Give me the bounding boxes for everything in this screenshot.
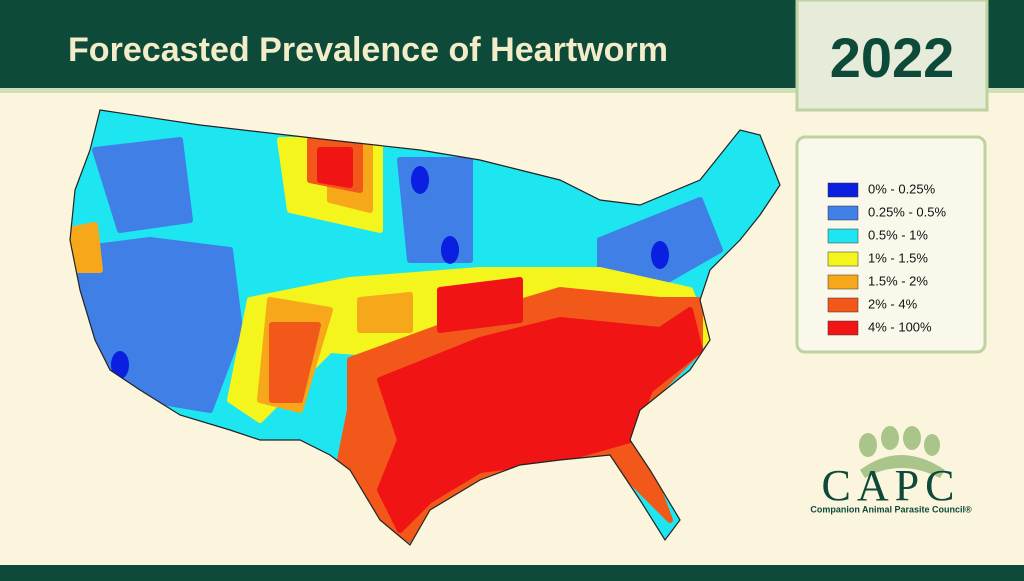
footer-band (0, 565, 1024, 581)
legend-swatch (827, 297, 859, 313)
legend-swatch (827, 228, 859, 244)
legend: 0% - 0.25% 0.25% - 0.5% 0.5% - 1% 1% - 1.5%… (827, 181, 946, 336)
logo-name: CAPC (822, 461, 961, 510)
region (411, 166, 429, 194)
region (269, 322, 321, 403)
region (397, 157, 473, 263)
legend-label: 1.5% - 2% (868, 273, 928, 288)
region (317, 147, 353, 188)
header-stripe (0, 88, 1024, 93)
legend-swatch (827, 274, 859, 290)
legend-label: 2% - 4% (868, 296, 918, 311)
region (111, 351, 129, 379)
legend-label: 0% - 0.25% (868, 181, 936, 196)
legend-swatch (827, 251, 859, 267)
legend-label: 0.25% - 0.5% (868, 204, 946, 219)
year: 2022 (830, 26, 955, 89)
region (437, 277, 523, 333)
legend-swatch (827, 320, 859, 336)
map-outline (69, 109, 781, 546)
year-box (795, 0, 989, 112)
legend-label: 4% - 100% (868, 319, 932, 334)
legend-swatch (827, 205, 859, 221)
legend-label: 1% - 1.5% (868, 250, 928, 265)
region (651, 241, 669, 269)
region (92, 137, 193, 233)
region (441, 236, 459, 264)
region (357, 292, 413, 333)
legend-swatch (827, 182, 859, 198)
logo-subtitle: Companion Animal Parasite Council® (810, 504, 972, 514)
title: Forecasted Prevalence of Heartworm (68, 31, 668, 69)
logo-paws (859, 426, 945, 478)
legend-label: 0.5% - 1% (868, 227, 928, 242)
